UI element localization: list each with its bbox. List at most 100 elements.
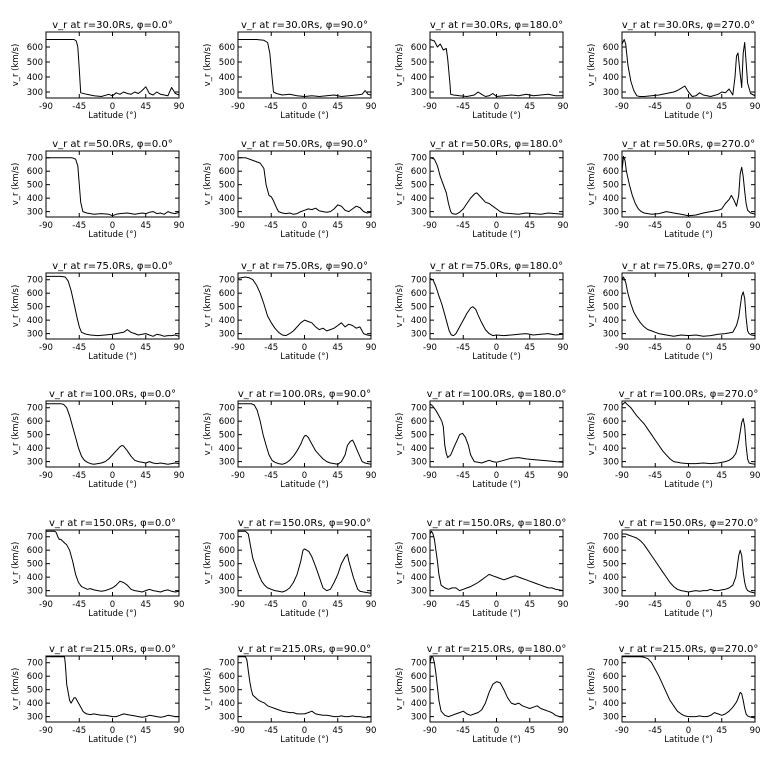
x-tick-label: -45	[264, 471, 278, 481]
x-tick-label: 45	[524, 221, 535, 231]
x-tick-label: 0	[686, 102, 691, 112]
x-tick-label: -90	[615, 221, 629, 231]
panel-18: v_r at r=150.0Rs, φ=90.0° -90 -45 0 45 90 300 4…	[203, 518, 376, 619]
y-tick-label: 400	[27, 73, 43, 83]
x-tick-label: 45	[140, 221, 151, 231]
x-tick-label: 90	[558, 343, 569, 353]
x-tick-label: 90	[558, 102, 569, 112]
y-tick-label: 300	[219, 713, 235, 723]
y-tick-label: 500	[603, 686, 619, 696]
y-tick-label: 400	[219, 699, 235, 709]
x-tick-label: -45	[648, 102, 662, 112]
y-tick-label: 400	[27, 699, 43, 709]
panel-title: v_r at r=75.0Rs, φ=180.0°	[430, 261, 563, 272]
x-axis-label: Latitude (°)	[88, 352, 137, 362]
axes-frame	[621, 150, 756, 218]
y-tick-label: 500	[603, 303, 619, 313]
axes-frame	[237, 31, 372, 99]
series-line	[46, 39, 180, 97]
y-tick-label: 400	[219, 194, 235, 204]
y-tick-label: 500	[603, 431, 619, 441]
panel-20: v_r at r=150.0Rs, φ=270.0° -90 -45 0 45 90 300…	[587, 518, 760, 619]
y-tick-label: 300	[603, 330, 619, 340]
panel-8: v_r at r=50.0Rs, φ=270.0° -90 -45 0 45 90 300 4…	[587, 139, 760, 240]
y-axis-label: v_r (km/s)	[203, 285, 213, 328]
y-tick-label: 500	[411, 303, 427, 313]
series-line	[46, 656, 179, 718]
x-tick-label: -90	[39, 471, 53, 481]
x-tick-label: -90	[39, 343, 53, 353]
x-tick-label: 90	[750, 600, 761, 610]
x-tick-label: -45	[264, 343, 278, 353]
y-tick-label: 700	[27, 533, 43, 543]
x-tick-label: 0	[494, 221, 499, 231]
x-tick-label: 90	[174, 343, 185, 353]
y-tick-label: 700	[219, 276, 235, 286]
y-tick-label: 400	[411, 194, 427, 204]
axes-frame	[45, 31, 180, 99]
series-line	[237, 276, 372, 337]
x-tick-label: -90	[423, 600, 437, 610]
panel-13: v_r at r=100.0Rs, φ=0.0° -90 -45 0 45 90 300 40…	[11, 389, 184, 490]
y-tick-label: 500	[411, 560, 427, 570]
y-tick-label: 600	[411, 546, 427, 556]
y-tick-label: 700	[411, 404, 427, 414]
x-tick-label: -45	[648, 343, 662, 353]
y-tick-label: 500	[219, 686, 235, 696]
y-tick-label: 300	[603, 208, 619, 218]
x-tick-label: 0	[302, 221, 307, 231]
y-tick-label: 400	[27, 316, 43, 326]
x-axis-label: Latitude (°)	[472, 230, 521, 240]
y-tick-label: 400	[411, 316, 427, 326]
x-tick-label: -45	[648, 471, 662, 481]
x-axis-label: Latitude (°)	[280, 609, 329, 619]
y-tick-label: 600	[27, 672, 43, 682]
x-axis-label: Latitude (°)	[472, 735, 521, 745]
y-tick-label: 700	[27, 154, 43, 164]
y-tick-label: 500	[219, 431, 235, 441]
x-tick-label: -45	[648, 221, 662, 231]
y-tick-label: 700	[219, 533, 235, 543]
y-tick-label: 300	[411, 458, 427, 468]
x-tick-label: 45	[716, 600, 727, 610]
x-tick-label: 0	[686, 471, 691, 481]
y-tick-label: 500	[219, 303, 235, 313]
y-axis-label: v_r (km/s)	[587, 668, 597, 711]
panel-11: v_r at r=75.0Rs, φ=180.0° -90 -45 0 45 90 300 4…	[395, 261, 568, 362]
y-axis-label: v_r (km/s)	[587, 44, 597, 87]
x-tick-label: 45	[140, 102, 151, 112]
x-tick-label: 90	[366, 726, 377, 736]
x-tick-label: -90	[423, 726, 437, 736]
y-tick-label: 500	[27, 431, 43, 441]
x-axis-label: Latitude (°)	[88, 111, 137, 121]
x-tick-label: 90	[366, 471, 377, 481]
y-tick-label: 600	[27, 546, 43, 556]
y-tick-label: 600	[219, 43, 235, 53]
x-axis-label: Latitude (°)	[472, 352, 521, 362]
x-tick-label: 0	[494, 600, 499, 610]
x-axis-label: Latitude (°)	[280, 111, 329, 121]
y-tick-label: 600	[219, 546, 235, 556]
y-tick-label: 600	[27, 43, 43, 53]
y-tick-label: 500	[27, 303, 43, 313]
y-tick-label: 700	[27, 404, 43, 414]
x-axis-label: Latitude (°)	[664, 352, 713, 362]
x-tick-label: 0	[110, 102, 115, 112]
x-tick-label: 90	[366, 600, 377, 610]
panel-title: v_r at r=215.0Rs, φ=0.0°	[49, 644, 176, 655]
y-axis-label: v_r (km/s)	[395, 542, 405, 585]
y-tick-label: 600	[27, 289, 43, 299]
x-tick-label: 45	[332, 343, 343, 353]
series-line	[621, 155, 756, 217]
x-tick-label: 0	[110, 600, 115, 610]
y-tick-label: 600	[219, 672, 235, 682]
y-tick-label: 300	[411, 88, 427, 98]
x-axis-label: Latitude (°)	[472, 609, 521, 619]
y-tick-label: 400	[411, 573, 427, 583]
y-tick-label: 300	[27, 458, 43, 468]
x-tick-label: -90	[231, 221, 245, 231]
x-tick-label: 90	[366, 102, 377, 112]
x-tick-label: -45	[264, 221, 278, 231]
panel-title: v_r at r=150.0Rs, φ=0.0°	[49, 518, 176, 529]
y-tick-label: 600	[603, 546, 619, 556]
